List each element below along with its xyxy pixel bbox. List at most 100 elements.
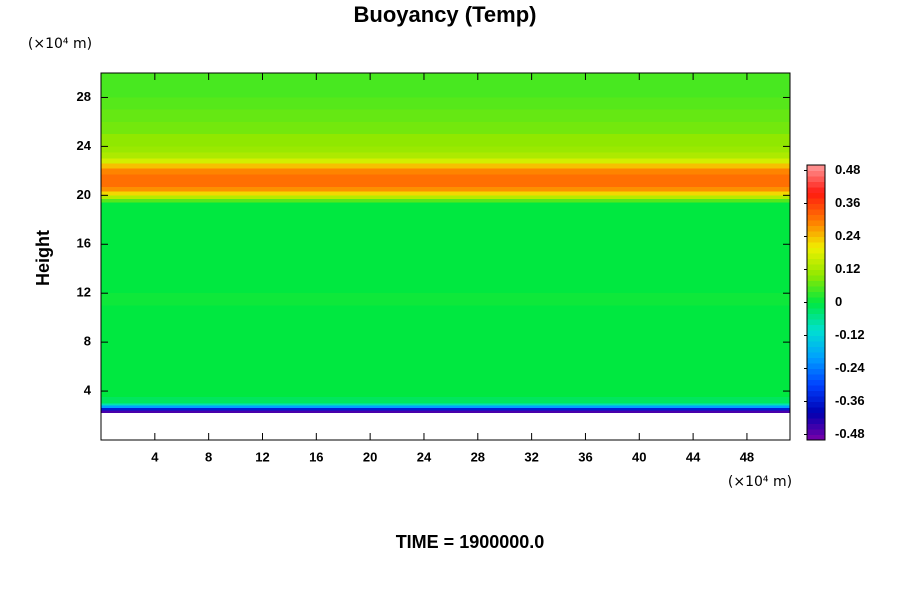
colorbar-step bbox=[807, 335, 825, 342]
y-axis-label: Height bbox=[33, 230, 53, 286]
contour-band bbox=[101, 163, 790, 169]
colorbar-step bbox=[807, 291, 825, 298]
x-tick-label: 4 bbox=[151, 449, 159, 464]
contour-band bbox=[101, 168, 790, 175]
plot-frame bbox=[100, 72, 791, 441]
colorbar-step bbox=[807, 280, 825, 287]
colorbar-step bbox=[807, 264, 825, 270]
colorbar-step bbox=[807, 198, 825, 204]
y-tick-label: 16 bbox=[77, 236, 91, 251]
contour-band bbox=[101, 180, 790, 187]
colorbar-label: -0.12 bbox=[835, 327, 865, 342]
contour-band bbox=[101, 174, 790, 181]
colorbar-step bbox=[807, 412, 825, 419]
y-tick-label: 24 bbox=[77, 138, 92, 153]
colorbar-label: 0.48 bbox=[835, 162, 860, 177]
colorbar-step bbox=[807, 286, 825, 292]
contour-band bbox=[101, 121, 790, 135]
colorbar-step bbox=[807, 236, 825, 243]
x-tick-label: 12 bbox=[255, 449, 269, 464]
contour-band bbox=[101, 408, 790, 411]
colorbar-step bbox=[807, 346, 825, 353]
colorbar-step bbox=[807, 220, 825, 226]
colorbar-step bbox=[807, 269, 825, 276]
y-tick-label: 8 bbox=[84, 334, 91, 349]
y-tick-label: 12 bbox=[77, 285, 91, 300]
x-tick-label: 8 bbox=[205, 449, 212, 464]
colorbar-step bbox=[807, 209, 825, 215]
contour-band bbox=[101, 410, 790, 414]
colorbar-step bbox=[807, 165, 825, 171]
colorbar-step bbox=[807, 385, 825, 391]
contour-band bbox=[101, 73, 790, 86]
y-unit: (×10⁴ m) bbox=[28, 36, 92, 52]
colorbar-step bbox=[807, 390, 825, 397]
colorbar-step bbox=[807, 401, 825, 408]
contour-band bbox=[101, 293, 790, 306]
contour-band bbox=[101, 109, 790, 122]
colorbar-step bbox=[807, 231, 825, 237]
colorbar-label: -0.36 bbox=[835, 393, 865, 408]
contour-band bbox=[101, 191, 790, 196]
colorbar-step bbox=[807, 176, 825, 182]
x-tick-label: 40 bbox=[632, 449, 646, 464]
colorbar-label: 0.36 bbox=[835, 195, 860, 210]
colorbar-step bbox=[807, 275, 825, 281]
contour-band bbox=[101, 146, 790, 153]
colorbar-label: 0 bbox=[835, 294, 842, 309]
colorbar-step bbox=[807, 434, 825, 441]
colorbar-step bbox=[807, 324, 825, 331]
colorbar-step bbox=[807, 407, 825, 413]
colorbar-step bbox=[807, 170, 825, 177]
colorbar-step bbox=[807, 187, 825, 193]
colorbar-step bbox=[807, 253, 825, 259]
contour-band bbox=[101, 305, 790, 398]
chart-title: Buoyancy (Temp) bbox=[354, 2, 537, 27]
contour-band bbox=[101, 85, 790, 98]
x-tick-label: 44 bbox=[686, 449, 701, 464]
colorbar-step bbox=[807, 341, 825, 347]
x-tick-label: 24 bbox=[417, 449, 432, 464]
y-tick-label: 20 bbox=[77, 187, 91, 202]
contour-band bbox=[101, 186, 790, 192]
contour-band bbox=[101, 152, 790, 159]
colorbar-step bbox=[807, 396, 825, 402]
colorbar-label: -0.48 bbox=[835, 426, 865, 441]
colorbar-step bbox=[807, 313, 825, 320]
colorbar-step bbox=[807, 363, 825, 369]
contour-band bbox=[101, 199, 790, 203]
colorbar-step bbox=[807, 181, 825, 188]
contour-band bbox=[101, 405, 790, 409]
x-tick-label: 20 bbox=[363, 449, 377, 464]
colorbar-step bbox=[807, 352, 825, 358]
colorbar-step bbox=[807, 418, 825, 424]
y-tick-label: 28 bbox=[77, 89, 91, 104]
x-tick-label: 16 bbox=[309, 449, 323, 464]
x-tick-label: 48 bbox=[740, 449, 754, 464]
colorbar-step bbox=[807, 297, 825, 303]
colorbar-step bbox=[807, 423, 825, 430]
contour-band bbox=[101, 202, 790, 294]
colorbar-step bbox=[807, 225, 825, 232]
contour-band bbox=[101, 97, 790, 110]
colorbar-step bbox=[807, 258, 825, 265]
colorbar-step bbox=[807, 242, 825, 248]
colorbar-step bbox=[807, 379, 825, 386]
colorbar-step bbox=[807, 247, 825, 254]
colorbar-step bbox=[807, 308, 825, 314]
colorbar-label: 0.24 bbox=[835, 228, 861, 243]
y-tick-label: 4 bbox=[84, 383, 92, 398]
colorbar-step bbox=[807, 319, 825, 325]
contour-band bbox=[101, 134, 790, 147]
contour-band bbox=[101, 397, 790, 404]
time-label: TIME = 1900000.0 bbox=[396, 532, 545, 552]
x-tick-label: 28 bbox=[471, 449, 485, 464]
colorbar-step bbox=[807, 374, 825, 380]
colorbar-step bbox=[807, 302, 825, 309]
colorbar-step bbox=[807, 214, 825, 221]
contour-band bbox=[101, 158, 790, 164]
colorbar-step bbox=[807, 429, 825, 435]
colorbar-step bbox=[807, 203, 825, 210]
colorbar-label: -0.24 bbox=[835, 360, 865, 375]
